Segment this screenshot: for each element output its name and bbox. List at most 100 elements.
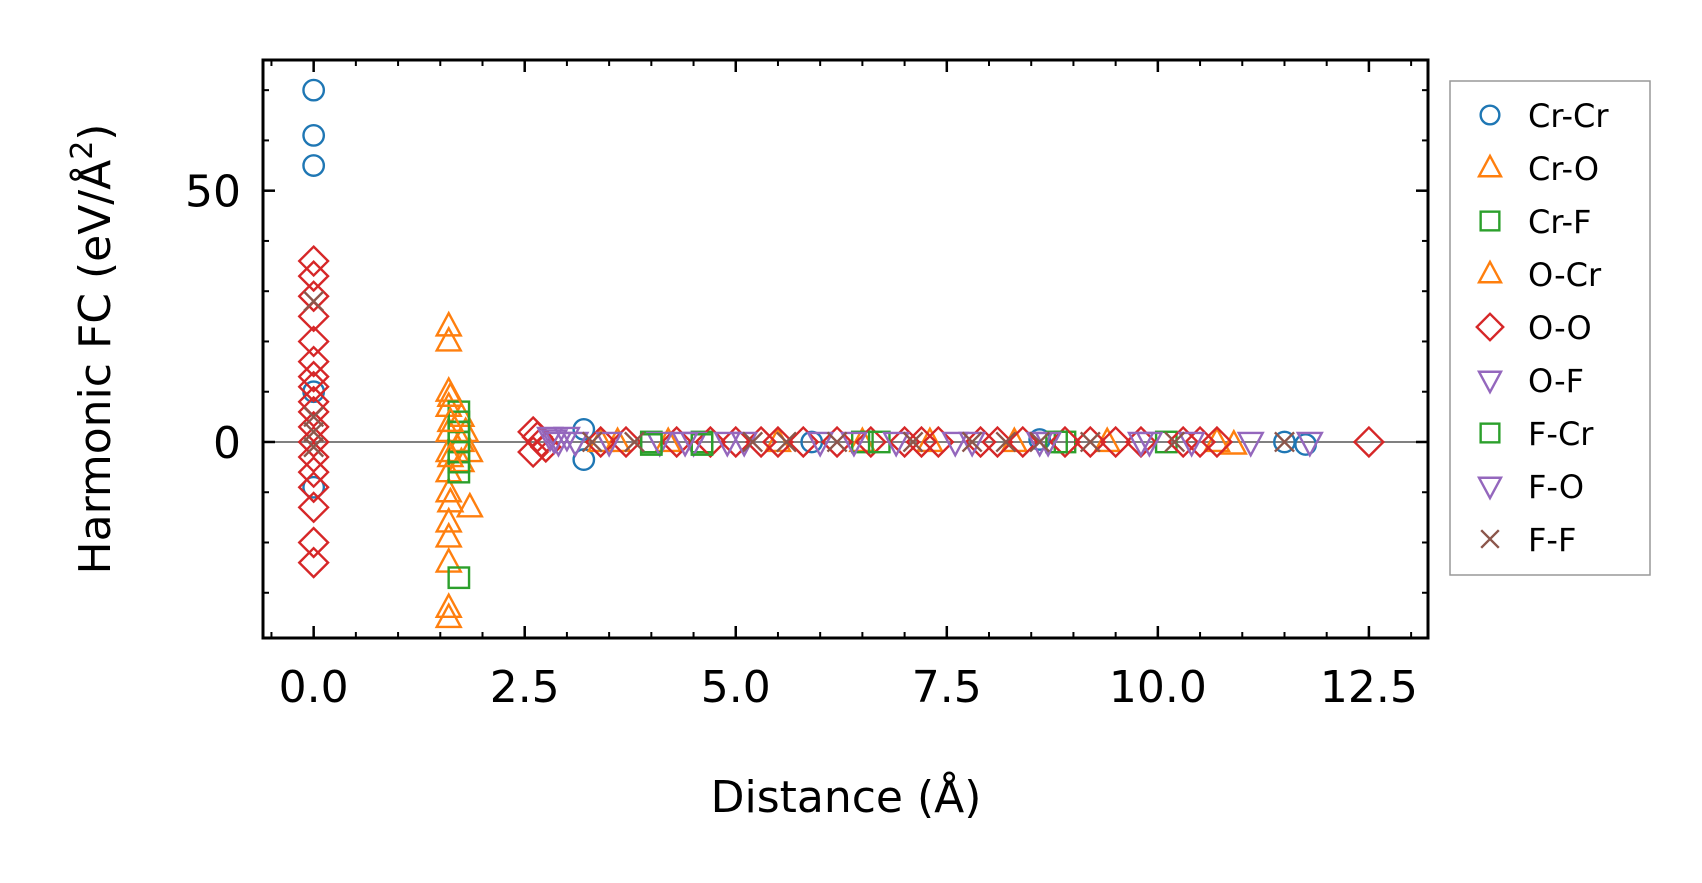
data-point (540, 429, 569, 456)
data-point (297, 325, 330, 358)
data-point (297, 300, 330, 333)
data-point (303, 290, 325, 312)
data-point (639, 433, 663, 456)
data-point (905, 425, 938, 459)
data-point (761, 425, 795, 459)
data-point (302, 78, 326, 102)
data-point (302, 475, 326, 499)
data-point (995, 431, 1017, 453)
series-o-o (297, 244, 1386, 579)
data-point (1177, 431, 1206, 458)
data-point (671, 431, 700, 458)
data-point (1219, 428, 1248, 455)
data-point (1164, 431, 1186, 453)
data-point (958, 431, 987, 458)
legend-label: O-O (1528, 309, 1592, 347)
legend-marker (1479, 104, 1501, 126)
legend-marker (1480, 529, 1500, 549)
data-point (297, 244, 330, 278)
data-point (660, 425, 693, 459)
data-point (964, 425, 997, 459)
data-point (297, 491, 330, 524)
data-point (1099, 425, 1132, 459)
data-point (1006, 425, 1039, 459)
legend-marker (1476, 153, 1504, 178)
data-point (436, 441, 465, 468)
x-tick-label: 2.5 (490, 662, 560, 713)
legend-label: O-Cr (1528, 256, 1602, 294)
data-point (1183, 425, 1217, 459)
data-point (561, 431, 590, 458)
data-point (297, 345, 330, 378)
series-layer (297, 78, 1386, 629)
data-point (434, 602, 463, 629)
data-point (303, 421, 325, 443)
data-point (434, 476, 463, 503)
data-point (744, 425, 778, 459)
y-tick-label: 0 (213, 418, 241, 469)
data-point (719, 425, 752, 459)
data-point (1135, 431, 1164, 458)
legend-label: F-O (1528, 468, 1584, 506)
data-point (839, 431, 868, 458)
legend-marker (1479, 210, 1501, 232)
data-point (820, 425, 854, 459)
data-point (1029, 431, 1051, 453)
data-point (1236, 431, 1265, 458)
legend-marker (1476, 259, 1504, 284)
data-point (436, 381, 465, 407)
y-axis-label: Harmonic FC (eV/Å2) (65, 124, 121, 575)
data-point (888, 425, 921, 459)
x-tick-label: 12.5 (1320, 662, 1418, 713)
y-tick-label: 50 (185, 167, 241, 218)
data-point (436, 406, 465, 433)
data-point (297, 370, 330, 403)
data-point (922, 425, 955, 459)
data-point (854, 425, 887, 459)
legend: Cr-Cr Cr-O Cr-F O-Cr O-O O-F F-Cr F-O F-F (1449, 80, 1651, 576)
x-tick-label: 10.0 (1109, 662, 1207, 713)
data-point (302, 123, 326, 147)
data-point (434, 592, 463, 619)
x-tick-label: 5.0 (701, 662, 771, 713)
legend-marker (1475, 312, 1505, 342)
plot-frame (261, 58, 1430, 640)
data-point (303, 406, 325, 428)
data-point (609, 425, 643, 459)
data-point (434, 521, 463, 548)
data-point (1074, 425, 1107, 459)
x-tick-label: 0.0 (279, 662, 349, 713)
legend-marker (1476, 476, 1504, 501)
data-point (581, 431, 603, 453)
data-point (297, 260, 330, 293)
legend-marker (1479, 422, 1501, 444)
data-point (1167, 425, 1200, 459)
data-point (595, 431, 624, 458)
legend-label: Cr-Cr (1528, 97, 1609, 135)
data-point (1048, 425, 1082, 459)
legend-label: O-F (1528, 362, 1584, 400)
legend-marker (1476, 370, 1504, 395)
data-point (981, 425, 1014, 459)
data-point (806, 431, 835, 458)
data-point (584, 425, 617, 459)
legend-label: F-Cr (1528, 415, 1594, 453)
data-point (455, 491, 484, 518)
data-point (436, 486, 465, 513)
tick-layer: 0.0 2.5 5.0 7.5 10.0 12.5 0 50 (185, 60, 1428, 713)
data-point (536, 426, 565, 453)
data-point (447, 566, 471, 590)
data-point (694, 425, 727, 459)
legend-label: Cr-O (1528, 150, 1599, 188)
data-point (742, 431, 764, 453)
data-point (297, 526, 330, 559)
data-point (297, 280, 330, 313)
data-point (434, 506, 463, 533)
data-point (713, 431, 742, 458)
legend-label: F-F (1528, 521, 1576, 559)
data-point (624, 431, 645, 453)
legend-label: Cr-F (1528, 203, 1591, 241)
data-point (1274, 431, 1295, 453)
data-point (297, 360, 330, 393)
data-point (645, 431, 674, 458)
